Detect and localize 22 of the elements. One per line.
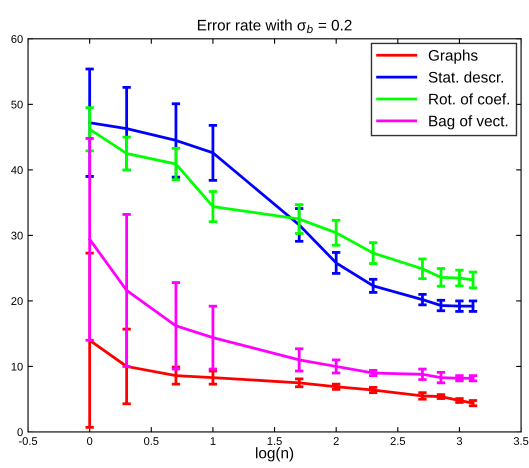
- x-tick-label: 3.5: [514, 437, 528, 445]
- x-tick-label: 1.5: [268, 437, 282, 445]
- y-tick-label: 40: [11, 166, 23, 174]
- x-tick-label: 0: [87, 437, 92, 445]
- legend-label: Bag of vect.: [429, 115, 508, 130]
- legend-label: Rot. of coef.: [429, 93, 509, 105]
- x-axis-title: log(n): [256, 447, 294, 462]
- x-tick-label: 1: [210, 437, 216, 445]
- y-tick-label: 60: [11, 35, 23, 43]
- y-tick-label: 50: [11, 100, 23, 108]
- legend-label: Stat. descr.: [428, 71, 504, 83]
- x-tick-label: 0.5: [144, 437, 159, 445]
- x-tick-label: 2.5: [390, 437, 406, 445]
- x-tick-label: 3: [456, 437, 462, 445]
- x-tick-label: 2: [334, 437, 339, 445]
- y-tick-label: 10: [12, 362, 23, 371]
- x-tick-label: -0.5: [18, 437, 38, 445]
- y-tick-label: 30: [11, 232, 23, 240]
- y-tick-label: 0: [17, 428, 23, 436]
- legend-label: Graphs: [428, 50, 478, 64]
- y-tick-label: 20: [11, 297, 23, 306]
- chart-title: Error rate with σ$_{b}$ = 0.2: [198, 19, 352, 34]
